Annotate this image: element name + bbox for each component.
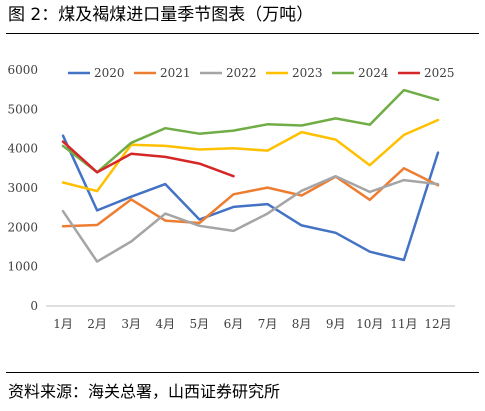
series-line-2022 — [61, 174, 440, 263]
x-tick-label: 3月 — [121, 317, 141, 331]
y-tick-label: 2000 — [7, 220, 38, 234]
legend-label-2023: 2023 — [292, 66, 323, 80]
x-tick-label: 9月 — [326, 317, 346, 331]
x-tick-label: 7月 — [258, 317, 278, 331]
x-tick-label: 2月 — [87, 317, 107, 331]
series-line-2023 — [61, 118, 440, 193]
y-axis-tick-labels: 0 1000 2000 3000 4000 5000 6000 — [7, 63, 38, 313]
y-tick-label: 3000 — [7, 181, 38, 195]
x-tick-label: 4月 — [155, 317, 175, 331]
legend-label-2025: 2025 — [424, 66, 455, 80]
y-tick-label: 0 — [30, 299, 38, 313]
y-tick-label: 6000 — [7, 63, 38, 77]
chart-legend: 2020 2021 2022 2023 2024 2025 — [68, 66, 455, 80]
x-tick-label: 11月 — [390, 317, 417, 331]
source-note: 资料来源：海关总署，山西证券研究所 — [8, 382, 281, 401]
series-line-2020 — [61, 134, 440, 262]
y-tick-label: 4000 — [7, 142, 38, 156]
x-tick-label: 12月 — [424, 317, 451, 331]
series-lines — [61, 88, 440, 263]
series-line-2021 — [61, 167, 440, 228]
legend-label-2022: 2022 — [226, 66, 257, 80]
x-tick-label: 10月 — [356, 317, 383, 331]
figure-title: 图 2：煤及褐煤进口量季节图表（万吨） — [8, 5, 314, 25]
series-line-2024 — [61, 88, 440, 174]
legend-label-2021: 2021 — [160, 66, 191, 80]
series-line-2025 — [61, 140, 235, 178]
x-axis-tick-labels: 1月 2月 3月 4月 5月 6月 7月 8月 9月 10月 11月 12月 — [53, 317, 451, 331]
y-tick-label: 1000 — [7, 260, 38, 274]
source-rule — [6, 372, 479, 373]
x-tick-label: 1月 — [53, 317, 73, 331]
legend-label-2024: 2024 — [358, 66, 389, 80]
x-tick-label: 6月 — [224, 317, 244, 331]
title-rule — [6, 33, 479, 34]
x-tick-label: 8月 — [292, 317, 312, 331]
y-tick-label: 5000 — [7, 102, 38, 116]
legend-label-2020: 2020 — [94, 66, 125, 80]
x-tick-label: 5月 — [190, 317, 210, 331]
